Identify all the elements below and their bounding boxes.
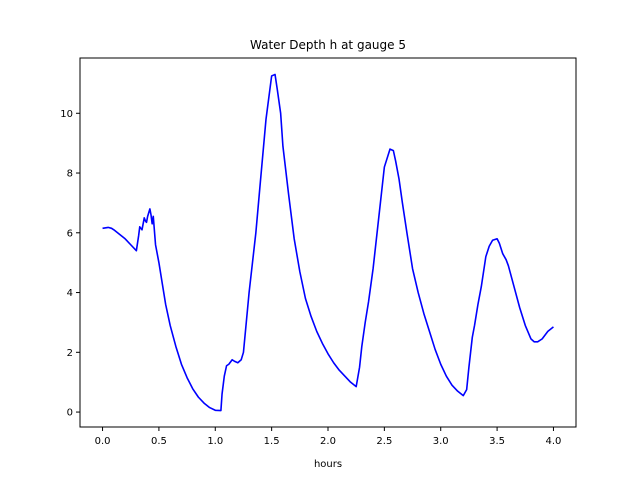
x-tick-label: 2.5 <box>376 436 392 447</box>
x-tick-label: 3.0 <box>433 436 449 447</box>
series-line <box>102 73 554 412</box>
y-tick-label: 8 <box>67 169 73 180</box>
y-tick-label: 10 <box>60 109 73 120</box>
y-tick-label: 0 <box>67 408 73 419</box>
x-axis-label: hours <box>314 459 342 470</box>
x-tick-label: 2.0 <box>320 436 336 447</box>
x-tick-label: 1.0 <box>207 436 223 447</box>
x-tick-label: 1.5 <box>264 436 280 447</box>
plot-frame <box>79 57 577 428</box>
y-tick-label: 6 <box>67 228 73 239</box>
x-tick-label: 3.5 <box>489 436 505 447</box>
x-tick-label: 0.0 <box>95 436 111 447</box>
y-axis-ticks: 0 2 4 6 8 10 <box>60 109 80 419</box>
x-tick-label: 0.5 <box>151 436 167 447</box>
y-tick-label: 4 <box>67 288 73 299</box>
y-tick-label: 2 <box>67 348 73 359</box>
chart-title: Water Depth h at gauge 5 <box>250 38 406 52</box>
x-axis-ticks: 0.0 0.5 1.0 1.5 2.0 2.5 3.0 3.5 4.0 <box>95 427 562 447</box>
x-tick-label: 4.0 <box>546 436 562 447</box>
plot-area <box>102 73 554 412</box>
